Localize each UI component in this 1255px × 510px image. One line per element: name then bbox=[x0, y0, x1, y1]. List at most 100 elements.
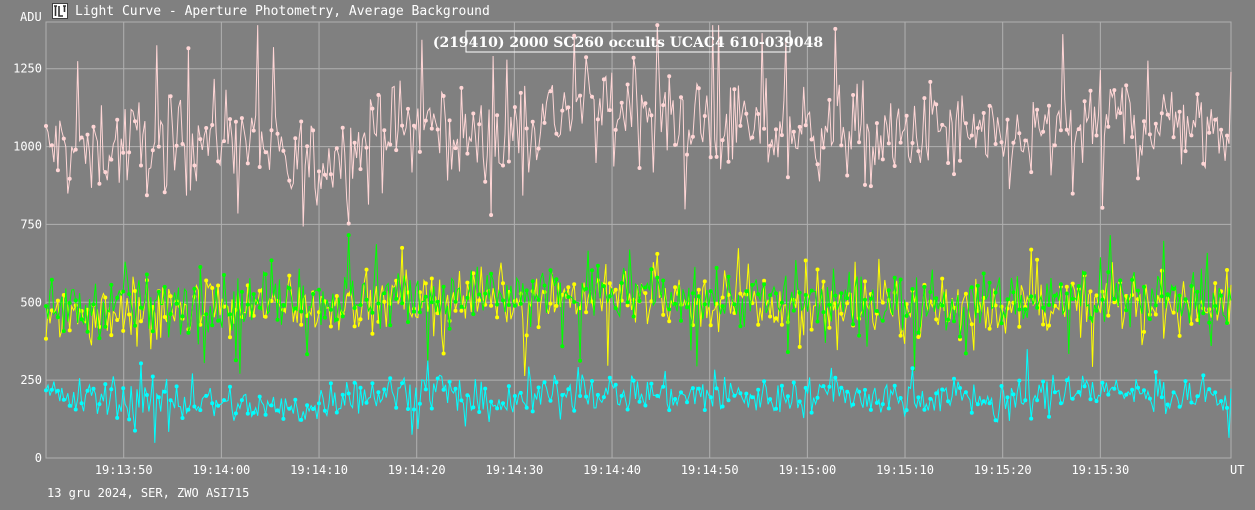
data-point bbox=[756, 387, 761, 392]
data-point bbox=[406, 407, 410, 411]
data-point bbox=[821, 145, 826, 150]
data-point bbox=[880, 300, 885, 305]
data-point bbox=[495, 302, 500, 307]
data-point bbox=[174, 143, 179, 148]
data-point bbox=[245, 161, 250, 166]
data-point bbox=[536, 385, 541, 390]
data-point bbox=[423, 294, 428, 299]
data-point bbox=[79, 135, 84, 140]
data-point bbox=[720, 404, 725, 409]
data-point bbox=[317, 169, 321, 174]
data-point bbox=[1177, 293, 1182, 298]
data-point bbox=[1118, 390, 1123, 395]
data-point bbox=[1147, 317, 1152, 322]
data-point bbox=[1035, 257, 1040, 262]
data-point bbox=[364, 267, 369, 272]
data-point bbox=[133, 119, 137, 124]
data-point bbox=[293, 397, 298, 402]
footer-info: 13 gru 2024, SER, ZWO ASI715 bbox=[47, 486, 250, 500]
data-point bbox=[204, 393, 209, 398]
data-point bbox=[346, 292, 351, 297]
data-point bbox=[1112, 386, 1117, 391]
data-point bbox=[952, 319, 956, 324]
data-point bbox=[61, 293, 66, 297]
data-point bbox=[346, 391, 351, 396]
data-point bbox=[55, 388, 60, 393]
data-point bbox=[868, 296, 873, 301]
data-point bbox=[1147, 396, 1152, 401]
light-curve-app-icon[interactable] bbox=[52, 3, 68, 19]
data-point bbox=[690, 291, 695, 296]
data-point bbox=[388, 323, 393, 328]
data-point bbox=[73, 298, 78, 303]
data-point bbox=[1159, 111, 1164, 116]
data-point bbox=[601, 395, 606, 400]
data-point bbox=[696, 86, 701, 91]
data-point bbox=[251, 128, 256, 133]
data-point bbox=[601, 77, 606, 82]
data-point bbox=[174, 384, 179, 389]
data-point bbox=[566, 387, 571, 392]
data-point bbox=[542, 380, 547, 385]
data-point bbox=[311, 407, 316, 411]
data-point bbox=[435, 376, 440, 381]
data-point bbox=[1005, 117, 1010, 122]
data-point bbox=[667, 74, 672, 79]
data-point bbox=[109, 157, 114, 162]
data-point bbox=[851, 322, 856, 327]
data-point bbox=[156, 395, 161, 400]
data-point bbox=[940, 387, 945, 392]
data-point bbox=[518, 90, 523, 95]
data-point bbox=[1035, 305, 1040, 310]
data-point bbox=[720, 138, 725, 143]
data-point bbox=[661, 312, 666, 317]
data-point bbox=[1023, 398, 1028, 403]
data-point bbox=[1219, 293, 1224, 298]
data-point bbox=[1076, 390, 1081, 394]
data-point bbox=[1213, 281, 1218, 286]
data-point bbox=[679, 390, 683, 395]
data-point bbox=[851, 93, 856, 97]
data-point bbox=[489, 271, 494, 276]
data-point bbox=[67, 328, 72, 333]
data-point bbox=[435, 299, 440, 304]
data-point bbox=[328, 307, 333, 312]
data-point bbox=[1100, 380, 1105, 385]
data-point bbox=[744, 289, 749, 294]
data-point bbox=[127, 292, 132, 297]
data-point bbox=[1118, 278, 1123, 283]
data-point bbox=[441, 351, 446, 356]
data-point bbox=[803, 258, 808, 263]
data-point bbox=[162, 284, 167, 289]
data-point bbox=[999, 321, 1004, 326]
data-point bbox=[1017, 131, 1022, 136]
data-point bbox=[61, 397, 66, 402]
data-point bbox=[204, 278, 209, 283]
data-point bbox=[305, 352, 310, 357]
data-point bbox=[845, 301, 850, 306]
data-point bbox=[275, 408, 280, 413]
data-point bbox=[192, 404, 197, 409]
data-point bbox=[762, 282, 767, 287]
data-point bbox=[702, 408, 707, 412]
data-point bbox=[774, 127, 778, 132]
x-tick-label: 19:13:50 bbox=[95, 463, 153, 477]
data-point bbox=[423, 118, 428, 123]
data-point bbox=[536, 297, 541, 302]
data-point bbox=[1124, 392, 1129, 397]
data-point bbox=[127, 417, 132, 422]
data-point bbox=[969, 322, 974, 327]
data-point bbox=[1035, 398, 1040, 403]
data-point bbox=[139, 305, 143, 310]
data-point bbox=[281, 303, 286, 307]
data-point bbox=[916, 395, 921, 400]
data-point bbox=[1118, 111, 1123, 115]
data-point bbox=[429, 406, 434, 411]
data-point bbox=[1041, 305, 1046, 310]
data-point bbox=[97, 181, 102, 186]
data-point bbox=[311, 128, 316, 133]
data-point bbox=[441, 387, 446, 392]
data-point bbox=[1035, 107, 1040, 112]
data-point bbox=[958, 158, 962, 163]
